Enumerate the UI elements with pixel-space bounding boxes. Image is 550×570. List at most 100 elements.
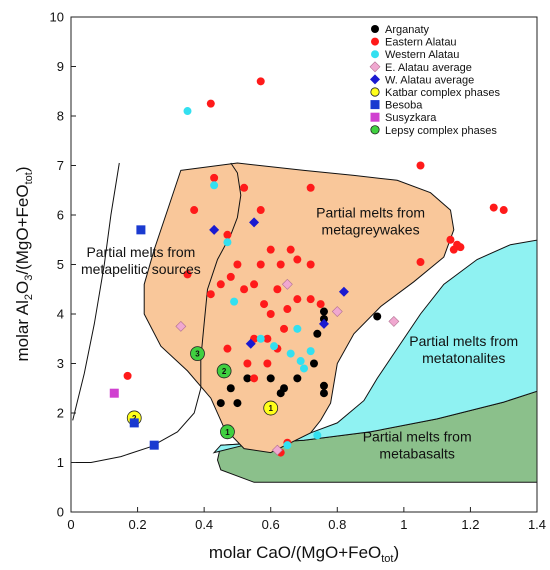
legend-label: Susyzkara xyxy=(385,112,437,124)
x-tick-label: 0.8 xyxy=(328,517,346,532)
point-eastern-alatau xyxy=(446,235,455,244)
point-e-alatau-average xyxy=(331,306,343,317)
y-axis-title-main: molar Al xyxy=(13,300,32,361)
legend-label: E. Alatau average xyxy=(385,62,472,74)
series-susyzkara xyxy=(109,388,119,398)
point-eastern-alatau xyxy=(210,173,219,182)
point-lepsy-complex-phases-number: 2 xyxy=(222,367,227,376)
point-western-alatau xyxy=(293,324,302,333)
point-e-alatau-average xyxy=(388,316,400,327)
region-label-metabasalts: Partial melts from metabasalts xyxy=(363,429,472,462)
point-eastern-alatau xyxy=(276,260,285,269)
point-e-alatau-average xyxy=(271,444,283,456)
point-arganaty xyxy=(373,312,382,321)
point-eastern-alatau xyxy=(306,183,315,192)
legend-symbol xyxy=(370,100,380,110)
region-label-metatonalites: Partial melts from metatonalites xyxy=(409,333,518,366)
point-arganaty xyxy=(293,374,302,383)
point-eastern-alatau xyxy=(190,206,199,215)
legend-symbol xyxy=(370,74,380,85)
point-lepsy-complex-phases xyxy=(216,363,232,379)
point-eastern-alatau xyxy=(489,203,498,212)
point-western-alatau xyxy=(296,357,305,366)
y-tick-label: 3 xyxy=(57,356,64,371)
point-eastern-alatau xyxy=(316,300,325,309)
x-tick-label: 1.2 xyxy=(461,517,479,532)
field-boundaries xyxy=(72,162,242,463)
point-eastern-alatau xyxy=(293,255,302,264)
point-western-alatau xyxy=(283,441,292,450)
legend-symbol xyxy=(370,125,380,135)
metapelitic-boundary-left xyxy=(72,162,120,421)
point-arganaty xyxy=(309,359,318,368)
point-eastern-alatau xyxy=(223,230,232,239)
x-tick-label: 0 xyxy=(67,517,74,532)
y-axis-title: molar Al2O3/(MgO+FeOtot) xyxy=(13,166,35,361)
point-arganaty xyxy=(313,329,322,338)
point-eastern-alatau xyxy=(256,77,265,86)
point-western-alatau xyxy=(300,364,308,373)
legend-symbol xyxy=(369,61,381,73)
point-eastern-alatau xyxy=(240,183,249,192)
point-arganaty xyxy=(216,399,225,408)
y-tick-label: 10 xyxy=(50,10,64,25)
point-arganaty xyxy=(243,374,252,383)
point-susyzkara xyxy=(109,388,119,398)
point-w-alatau-average xyxy=(338,286,349,297)
point-arganaty xyxy=(319,389,328,398)
point-katbar-complex-phases xyxy=(263,400,279,416)
legend-label: Arganaty xyxy=(385,24,430,36)
legend-symbol xyxy=(370,112,380,122)
legend-item-e-alatau-average: E. Alatau average xyxy=(369,61,472,74)
y-axis-title-mid2: /(MgO+FeO xyxy=(13,184,32,274)
point-eastern-alatau xyxy=(250,374,259,383)
point-western-alatau xyxy=(286,349,295,358)
series-w-alatau-average xyxy=(209,217,349,349)
region-label-metapelitic-sources: Partial melts from metapelitic sources xyxy=(81,244,201,277)
point-eastern-alatau xyxy=(266,310,275,318)
x-tick-label: 1 xyxy=(400,517,407,532)
point-western-alatau xyxy=(313,431,322,440)
legend-item-lepsy-complex-phases: Lepsy complex phases xyxy=(370,125,497,137)
point-arganaty xyxy=(280,384,289,393)
point-arganaty xyxy=(319,307,328,316)
y-tick-label: 9 xyxy=(57,59,64,74)
point-w-alatau-average xyxy=(318,318,329,329)
point-arganaty xyxy=(266,374,275,383)
point-eastern-alatau xyxy=(240,285,249,294)
y-axis-title-sub2: 3 xyxy=(23,275,35,281)
region-metagreywakes xyxy=(143,162,455,454)
y-tick-label: 0 xyxy=(57,505,64,520)
point-eastern-alatau xyxy=(456,243,465,252)
series-arganaty xyxy=(216,307,382,408)
legend-label: Western Alatau xyxy=(385,49,459,61)
point-eastern-alatau xyxy=(206,290,215,299)
point-eastern-alatau xyxy=(286,245,295,254)
point-western-alatau xyxy=(223,238,232,247)
point-lepsy-complex-phases-number: 3 xyxy=(195,350,200,359)
legend-item-besoba: Besoba xyxy=(370,100,423,112)
point-western-alatau xyxy=(256,334,265,343)
point-eastern-alatau xyxy=(306,260,315,269)
legend-item-eastern-alatau: Eastern Alatau xyxy=(371,37,457,49)
legend-symbol xyxy=(371,50,379,59)
y-axis-title-end: ) xyxy=(13,166,32,172)
point-eastern-alatau xyxy=(183,270,192,279)
y-tick-label: 7 xyxy=(57,158,64,173)
legend-item-susyzkara: Susyzkara xyxy=(370,112,437,124)
point-eastern-alatau xyxy=(256,206,265,215)
y-tick-label: 8 xyxy=(57,109,64,124)
y-tick-label: 4 xyxy=(57,307,64,322)
point-eastern-alatau xyxy=(283,305,292,314)
y-axis-title-sub3: tot xyxy=(23,172,35,184)
region-labels: Partial melts from metagreywakes Partial m… xyxy=(81,204,518,461)
y-tick-label: 1 xyxy=(57,455,64,470)
series-western-alatau xyxy=(183,107,322,450)
point-eastern-alatau xyxy=(243,359,252,368)
point-besoba xyxy=(129,418,139,428)
point-e-alatau-average xyxy=(281,278,293,290)
point-eastern-alatau xyxy=(226,272,235,281)
x-tick-label: 0.2 xyxy=(129,517,147,532)
